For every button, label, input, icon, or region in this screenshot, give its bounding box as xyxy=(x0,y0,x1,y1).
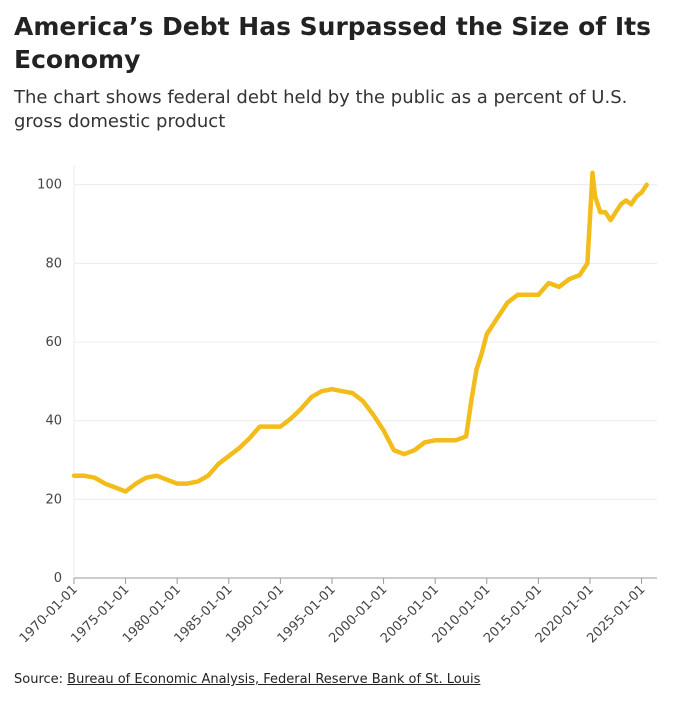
chart-title: America’s Debt Has Surpassed the Size of… xyxy=(14,12,651,74)
y-tick-label: 20 xyxy=(45,492,62,507)
source-link[interactable]: Bureau of Economic Analysis, Federal Res… xyxy=(67,672,481,687)
debt-series-line xyxy=(71,170,649,494)
source-note: Source: Bureau of Economic Analysis, Fed… xyxy=(14,672,480,687)
y-tick-label: 40 xyxy=(45,414,62,429)
y-tick-label: 80 xyxy=(45,256,62,271)
chart-subtitle: The chart shows federal debt held by the… xyxy=(14,87,628,132)
y-tick-label: 100 xyxy=(37,178,62,193)
y-tick-label: 60 xyxy=(45,335,62,350)
debt-line-chart: 0204060801001970-01-011975-01-011980-01-… xyxy=(17,165,657,646)
source-label: Source: xyxy=(14,672,64,687)
y-tick-label: 0 xyxy=(54,571,62,586)
